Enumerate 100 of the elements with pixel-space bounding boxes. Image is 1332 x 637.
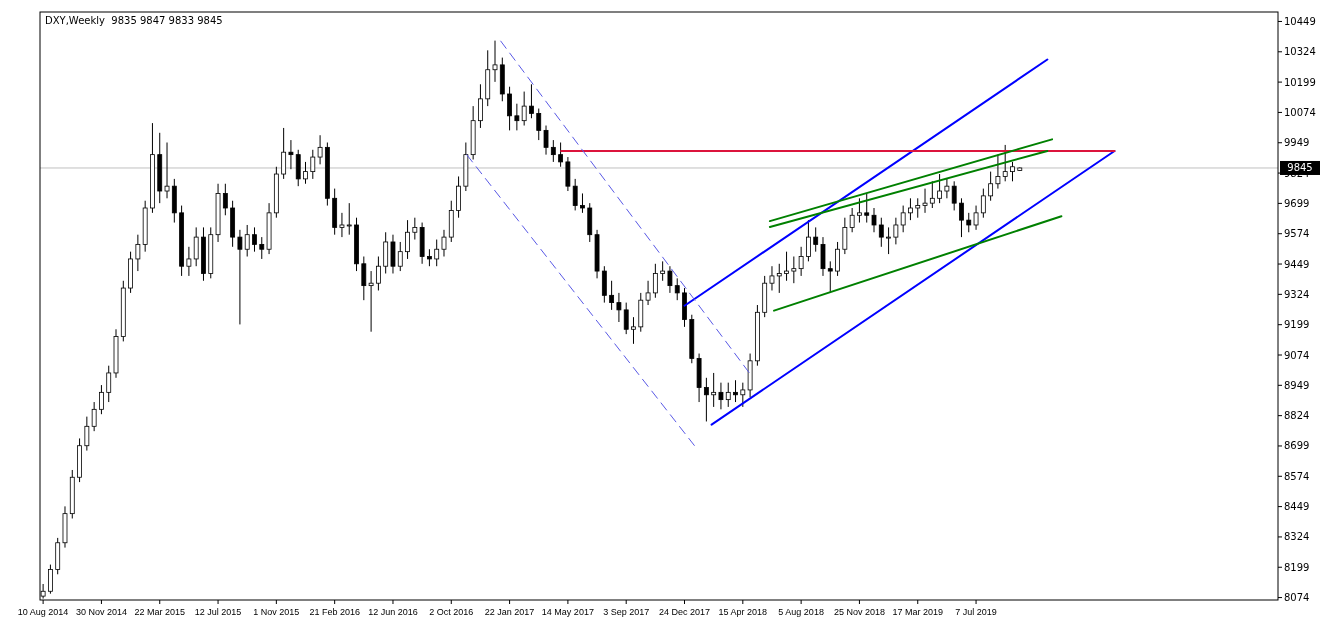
- candlestick: [252, 226, 257, 253]
- candlestick: [536, 108, 542, 141]
- candlestick: [397, 241, 403, 272]
- candlestick: [827, 260, 833, 294]
- candlestick: [1010, 161, 1015, 182]
- y-tick-label: 9574: [1284, 228, 1310, 240]
- candlestick: [310, 149, 316, 180]
- y-tick-label: 10199: [1284, 76, 1316, 88]
- x-tick-label: 15 Apr 2018: [718, 607, 768, 617]
- y-tick-label: 10074: [1284, 106, 1316, 118]
- y-tick-label: 9449: [1284, 258, 1310, 270]
- y-tick-label: 8074: [1284, 592, 1310, 604]
- y-tick-label: 8699: [1284, 440, 1310, 452]
- candlestick: [703, 377, 709, 422]
- candlestick: [434, 239, 440, 267]
- y-tick-label: 9949: [1284, 137, 1310, 149]
- candlestick: [988, 171, 994, 202]
- candlestick: [507, 86, 512, 131]
- y-tick-label: 8824: [1284, 410, 1310, 422]
- candlestick: [893, 217, 899, 245]
- candlestick: [375, 256, 381, 291]
- y-tick-label: 8574: [1284, 470, 1310, 482]
- candlestick: [718, 382, 724, 410]
- candlestick: [529, 83, 534, 119]
- candlestick: [514, 103, 520, 131]
- x-tick-label: 1 Nov 2015: [253, 607, 300, 617]
- x-tick-label: 17 Mar 2019: [892, 607, 944, 617]
- y-tick-label: 10324: [1284, 46, 1316, 58]
- chart-title: DXY,Weekly 9835 9847 9833 9845: [45, 15, 223, 26]
- candlestick: [106, 365, 112, 403]
- x-tick-label: 21 Feb 2016: [309, 607, 360, 617]
- x-tick-label: 7 Jul 2019: [955, 607, 997, 617]
- ref-line-label: 9845: [1287, 162, 1313, 174]
- candlestick: [346, 202, 352, 236]
- candlestick: [339, 212, 345, 238]
- candlestick: [222, 183, 228, 216]
- candlestick: [580, 192, 585, 214]
- candlestick: [733, 379, 738, 403]
- candlestick: [944, 178, 950, 199]
- candlestick: [798, 246, 804, 277]
- candlestick: [951, 180, 957, 211]
- candlestick: [550, 139, 556, 163]
- candlestick: [959, 197, 964, 238]
- candlestick: [303, 161, 308, 185]
- candlestick: [135, 234, 141, 272]
- candlestick: [543, 125, 549, 156]
- candlestick: [412, 217, 418, 241]
- candlestick: [645, 280, 651, 306]
- x-tick-label: 2 Oct 2016: [429, 607, 474, 617]
- candlestick: [623, 302, 629, 335]
- y-tick-label: 9199: [1284, 319, 1310, 331]
- y-tick-label: 8324: [1284, 531, 1310, 543]
- candlestick: [973, 205, 979, 231]
- candlestick: [259, 236, 265, 260]
- x-tick-label: 12 Jul 2015: [194, 607, 242, 617]
- candlestick: [995, 154, 1001, 190]
- candlestick: [864, 192, 870, 224]
- y-tick-label: 8949: [1284, 379, 1310, 391]
- y-tick-label: 8199: [1284, 561, 1310, 573]
- candlestick: [521, 91, 527, 127]
- x-tick-label: 24 Dec 2017: [658, 607, 711, 617]
- candlestick: [186, 246, 192, 277]
- candlestick: [99, 384, 104, 415]
- candlestick: [966, 212, 972, 233]
- candlestick: [48, 564, 53, 595]
- candlestick: [813, 226, 819, 253]
- candlestick: [725, 382, 731, 408]
- candlestick: [791, 256, 797, 284]
- candlestick: [674, 277, 680, 301]
- candlestick: [244, 224, 250, 258]
- y-tick-label: 9699: [1284, 197, 1310, 209]
- candlestick: [784, 251, 789, 282]
- candlestick: [1002, 144, 1008, 182]
- candlestick: [361, 256, 367, 301]
- x-tick-label: 30 Nov 2014: [75, 607, 127, 617]
- candlestick: [631, 316, 636, 345]
- x-tick-label: 12 Jun 2016: [368, 607, 418, 617]
- candlestick: [908, 197, 913, 221]
- candlestick: [660, 260, 666, 282]
- candlestick: [281, 127, 287, 180]
- candlestick: [317, 134, 323, 165]
- candlestick: [740, 382, 746, 408]
- candlestick: [929, 180, 935, 209]
- x-tick-label: 14 May 2017: [541, 607, 594, 617]
- candlestick: [922, 188, 928, 214]
- candlestick: [164, 142, 170, 199]
- candlestick: [558, 142, 564, 168]
- candlestick: [441, 229, 447, 258]
- x-tick-label: 10 Aug 2014: [17, 607, 69, 617]
- candlestick: [878, 217, 884, 248]
- candlestick: [572, 178, 578, 211]
- candlestick: [769, 265, 775, 291]
- candlestick: [616, 292, 622, 323]
- candlestick: [835, 241, 840, 277]
- candlestick: [900, 205, 906, 233]
- y-tick-label: 8449: [1284, 501, 1310, 513]
- candlestick: [980, 188, 986, 219]
- x-tick-label: 5 Aug 2018: [778, 607, 824, 617]
- candlestick: [609, 280, 615, 311]
- candlestick: [857, 197, 862, 224]
